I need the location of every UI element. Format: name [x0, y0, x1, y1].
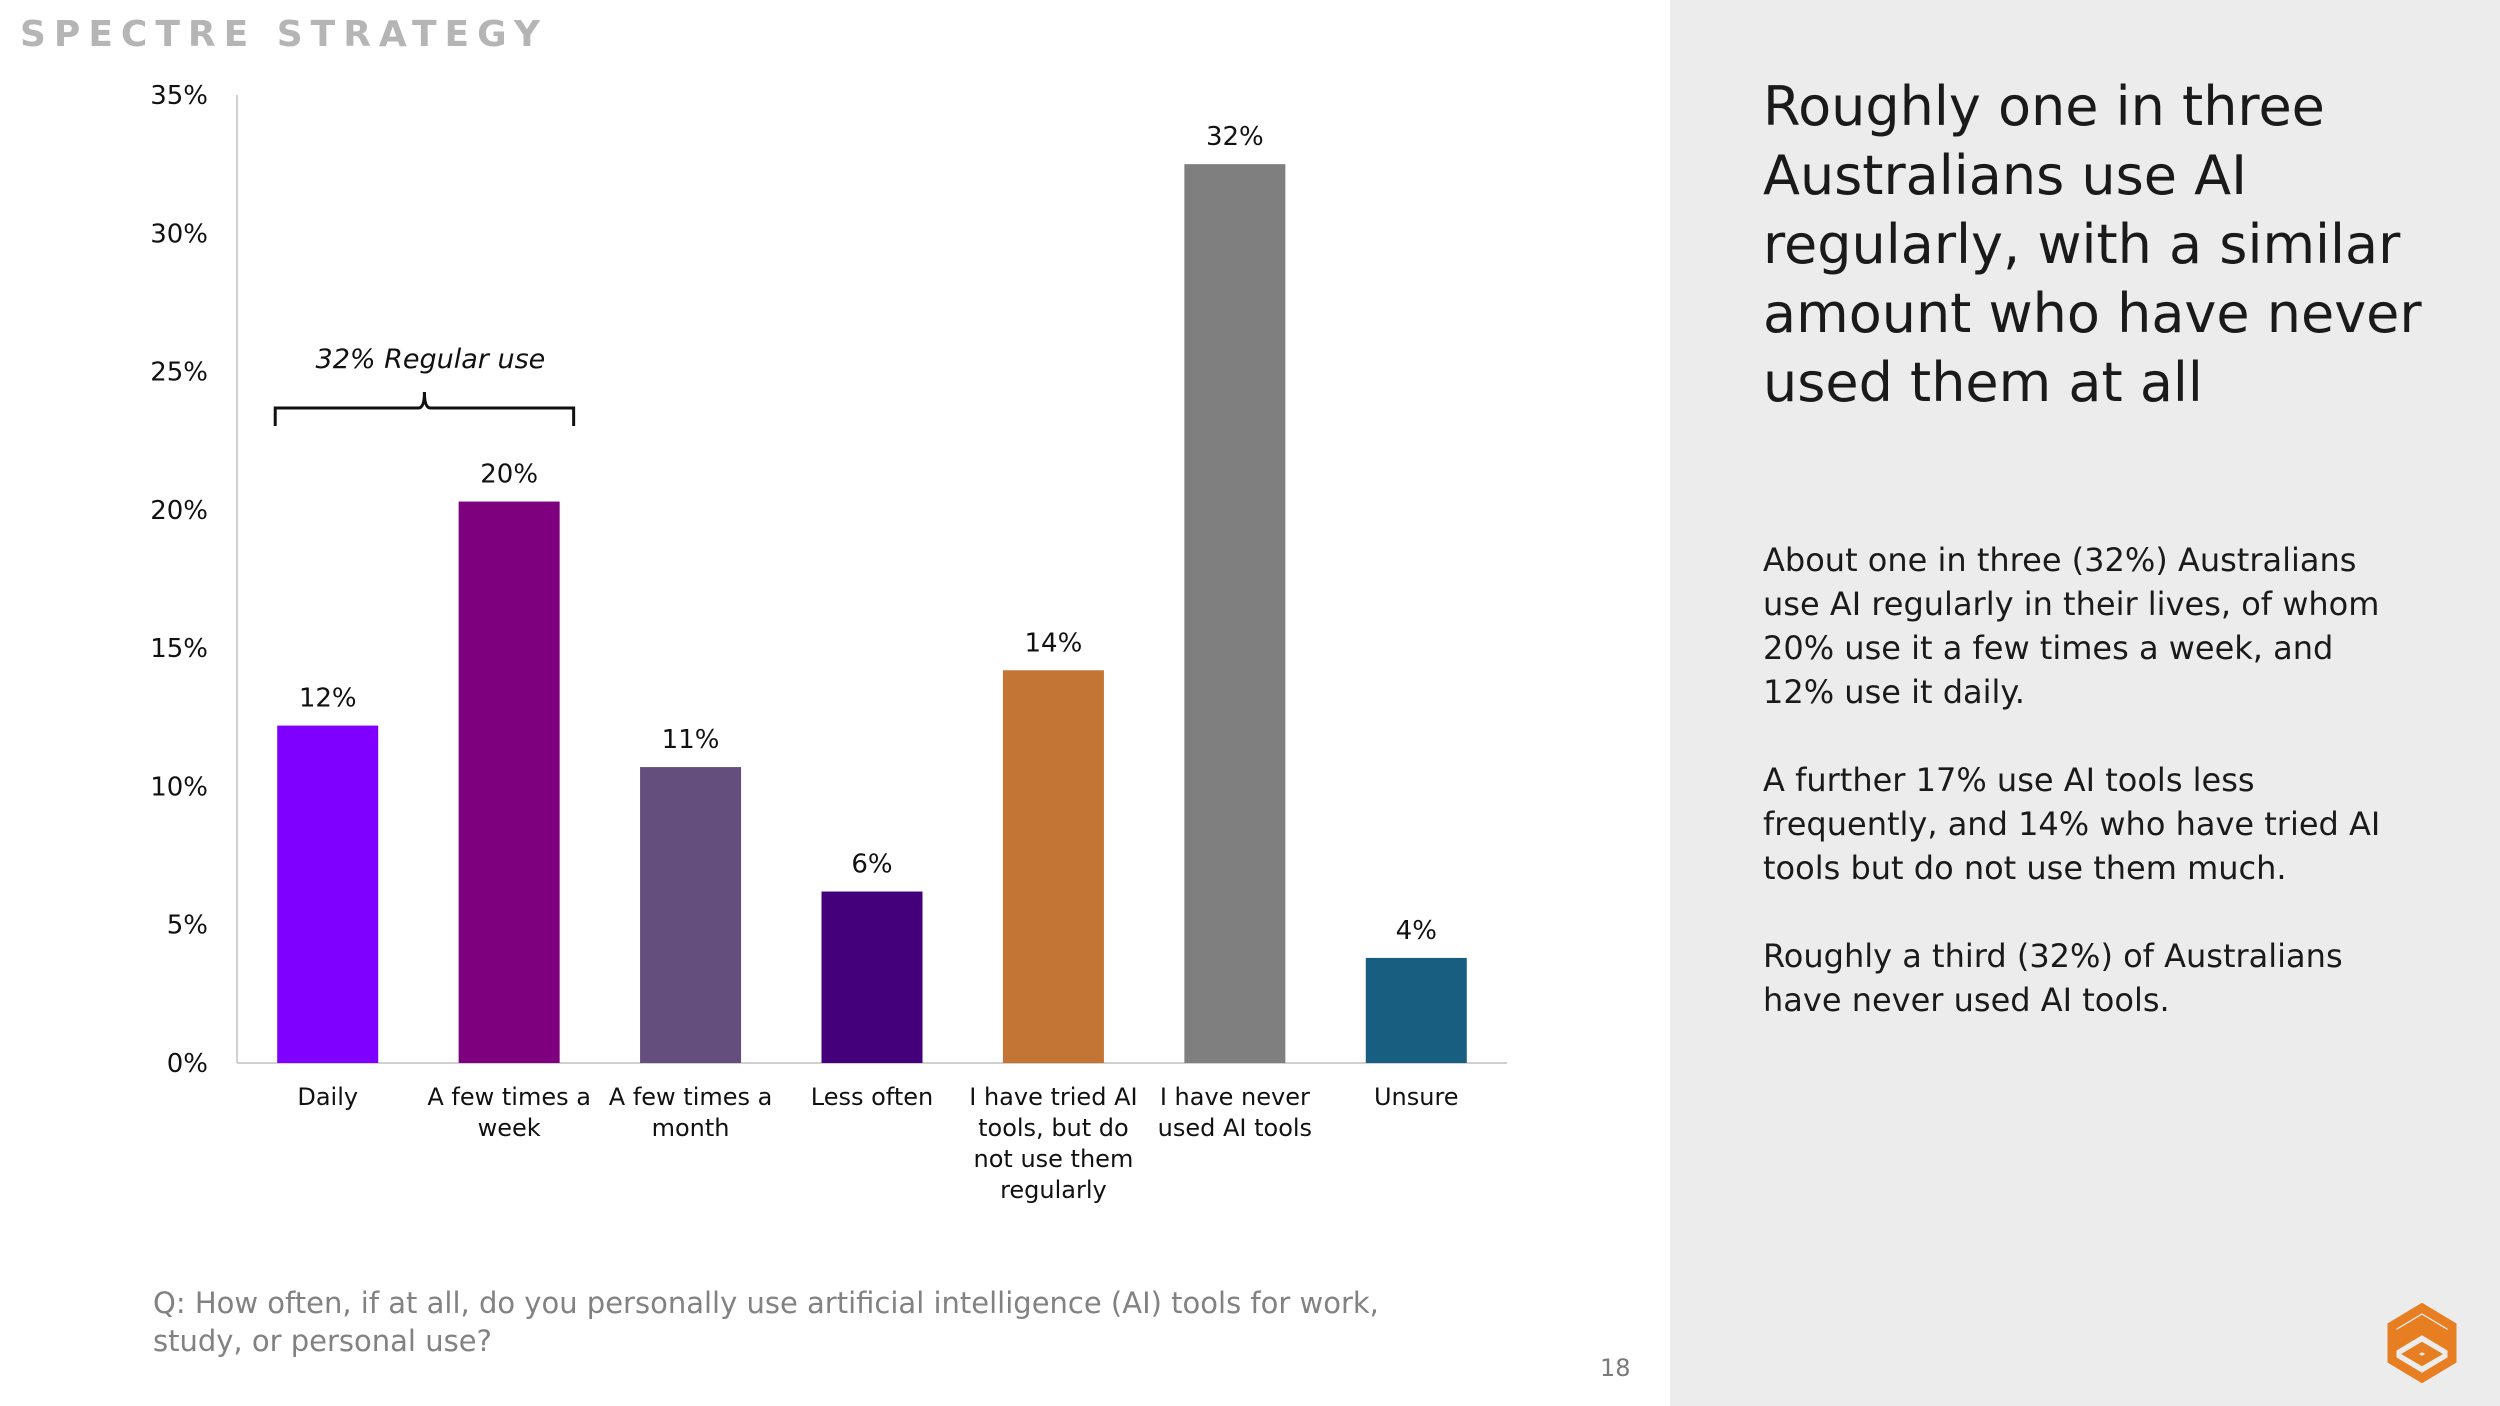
- x-tick-label: I have tried AI tools, but do not use them…: [969, 1083, 1137, 1204]
- x-tick-label-line: regularly: [1000, 1176, 1107, 1204]
- sidebar-panel: Roughly one in three Australians use AI …: [1670, 0, 2500, 1406]
- annotation-label: 32% Regular use: [316, 344, 546, 375]
- bar: [1184, 164, 1286, 1064]
- x-tick-label-line: tools, but do: [978, 1114, 1129, 1142]
- sidebar-paragraph: About one in three (32%) Australians use…: [1763, 541, 2380, 711]
- y-tick-label: 0%: [167, 1049, 208, 1079]
- bar-value-label: 6%: [851, 850, 892, 880]
- x-tick-label-line: week: [478, 1114, 541, 1142]
- x-tick-label: Daily: [297, 1083, 358, 1111]
- y-tick-label: 20%: [150, 496, 208, 526]
- bar-chart: 0% 5% 10% 15% 20% 25% 30% 35% 12% 20% 11% 6% 14% 32%…: [150, 81, 1507, 1204]
- x-tick-label: I have never used AI tools: [1158, 1083, 1312, 1142]
- bar-value-label: 4%: [1396, 916, 1437, 946]
- bar-value-label: 11%: [662, 725, 720, 755]
- x-axis-labels: Daily A few times a week A few times a month…: [297, 1083, 1458, 1204]
- x-tick-label: A few times a week: [427, 1083, 591, 1142]
- bar: [458, 501, 560, 1063]
- x-tick-label-line: month: [652, 1114, 730, 1142]
- x-tick-label-line: Daily: [297, 1083, 358, 1111]
- brace-shape: [273, 391, 576, 426]
- sidebar-paragraph: A further 17% use AI tools less frequent…: [1763, 761, 2381, 887]
- brand-wordmark: SPECTRE STRATEGY: [20, 14, 548, 55]
- regular-use-annotation: 32% Regular use: [273, 344, 576, 426]
- bar-value-label: 12%: [299, 684, 357, 714]
- bar: [277, 725, 379, 1063]
- bar-value-label: 20%: [480, 460, 538, 490]
- bar: [1002, 670, 1104, 1063]
- y-tick-label: 5%: [167, 911, 208, 941]
- bar: [1365, 957, 1467, 1063]
- y-tick-label: 15%: [150, 634, 208, 664]
- y-tick-label: 10%: [150, 772, 208, 802]
- x-tick-label-line: used AI tools: [1158, 1114, 1312, 1142]
- y-tick-label: 30%: [150, 219, 208, 249]
- bar-value-label: 14%: [1025, 628, 1083, 658]
- value-labels: 12% 20% 11% 6% 14% 32% 4%: [299, 122, 1437, 946]
- sidebar-headline: Roughly one in three Australians use AI …: [1763, 75, 2422, 414]
- sidebar-paragraph: Roughly a third (32%) of Australians hav…: [1763, 937, 2343, 1019]
- bar: [821, 891, 923, 1063]
- bar-value-label: 32%: [1206, 122, 1264, 152]
- x-tick-label: Unsure: [1374, 1083, 1459, 1111]
- x-tick-label-line: A few times a: [609, 1083, 773, 1111]
- x-tick-label-line: I have never: [1160, 1083, 1310, 1111]
- sidebar-body: About one in three (32%) Australians use…: [1763, 538, 2403, 1066]
- y-tick-label: 35%: [150, 81, 208, 111]
- x-tick-label-line: I have tried AI: [969, 1083, 1137, 1111]
- spectre-logo-icon: [2387, 1302, 2457, 1384]
- x-tick-label: A few times a month: [609, 1083, 773, 1142]
- y-tick-label: 25%: [150, 358, 208, 388]
- page-number: 18: [1600, 1354, 1631, 1382]
- x-tick-label-line: Less often: [811, 1083, 933, 1111]
- x-tick-label-line: A few times a: [427, 1083, 591, 1111]
- x-tick-label-line: Unsure: [1374, 1083, 1459, 1111]
- x-tick-label: Less often: [811, 1083, 933, 1111]
- x-tick-label-line: not use them: [974, 1145, 1134, 1173]
- bar: [640, 767, 742, 1063]
- bars: [277, 164, 1467, 1064]
- survey-question: Q: How often, if at all, do you personal…: [153, 1286, 1379, 1358]
